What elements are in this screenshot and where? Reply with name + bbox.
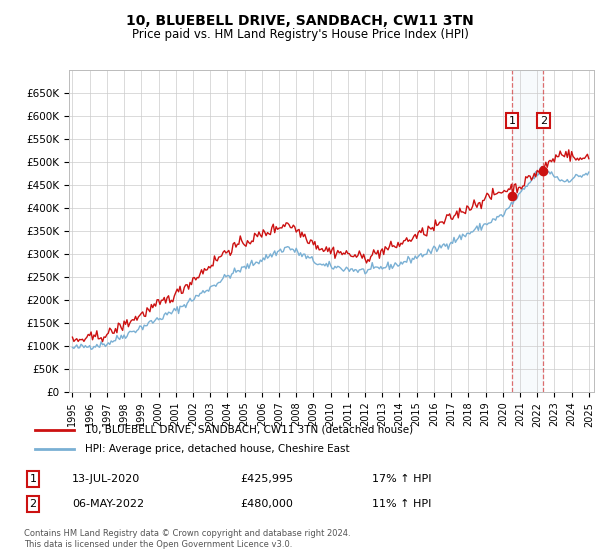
Text: Contains HM Land Registry data © Crown copyright and database right 2024.
This d: Contains HM Land Registry data © Crown c…	[24, 529, 350, 549]
Text: 2: 2	[29, 499, 37, 509]
Text: 1: 1	[29, 474, 37, 484]
Text: 13-JUL-2020: 13-JUL-2020	[72, 474, 140, 484]
Text: £480,000: £480,000	[240, 499, 293, 509]
Text: 11% ↑ HPI: 11% ↑ HPI	[372, 499, 431, 509]
Text: 06-MAY-2022: 06-MAY-2022	[72, 499, 144, 509]
Bar	[512, 70, 543, 392]
Text: Price paid vs. HM Land Registry's House Price Index (HPI): Price paid vs. HM Land Registry's House …	[131, 28, 469, 41]
Text: £425,995: £425,995	[240, 474, 293, 484]
Text: 2: 2	[539, 115, 547, 125]
Text: 17% ↑ HPI: 17% ↑ HPI	[372, 474, 431, 484]
Text: 1: 1	[508, 115, 515, 125]
Text: HPI: Average price, detached house, Cheshire East: HPI: Average price, detached house, Ches…	[85, 445, 349, 455]
Text: 10, BLUEBELL DRIVE, SANDBACH, CW11 3TN: 10, BLUEBELL DRIVE, SANDBACH, CW11 3TN	[126, 14, 474, 28]
Text: 10, BLUEBELL DRIVE, SANDBACH, CW11 3TN (detached house): 10, BLUEBELL DRIVE, SANDBACH, CW11 3TN (…	[85, 424, 413, 435]
